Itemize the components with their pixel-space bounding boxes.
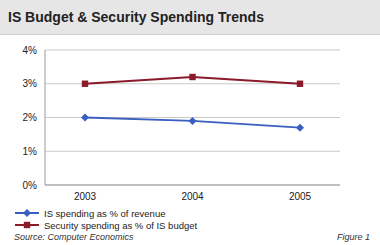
svg-text:3%: 3% bbox=[23, 78, 38, 89]
svg-text:0%: 0% bbox=[23, 180, 38, 191]
html-text:Security spending as % of IS b: Security spending as % of IS budget bbox=[44, 219, 198, 231]
html-text:Figure 1: Figure 1 bbox=[337, 232, 370, 242]
svg-text:2003: 2003 bbox=[74, 191, 97, 202]
html-text:IS Budget & Security Spending: IS Budget & Security Spending Trends bbox=[8, 9, 264, 25]
svg-text:2004: 2004 bbox=[181, 191, 204, 202]
svg-text:2%: 2% bbox=[23, 112, 38, 123]
svg-text:4%: 4% bbox=[23, 45, 38, 56]
html-text:Source: Computer Economics: Source: Computer Economics bbox=[14, 232, 134, 242]
html-text:IS spending as % of revenue: IS spending as % of revenue bbox=[44, 207, 166, 219]
svg-text:2005: 2005 bbox=[289, 191, 312, 202]
svg-text:1%: 1% bbox=[23, 146, 38, 157]
